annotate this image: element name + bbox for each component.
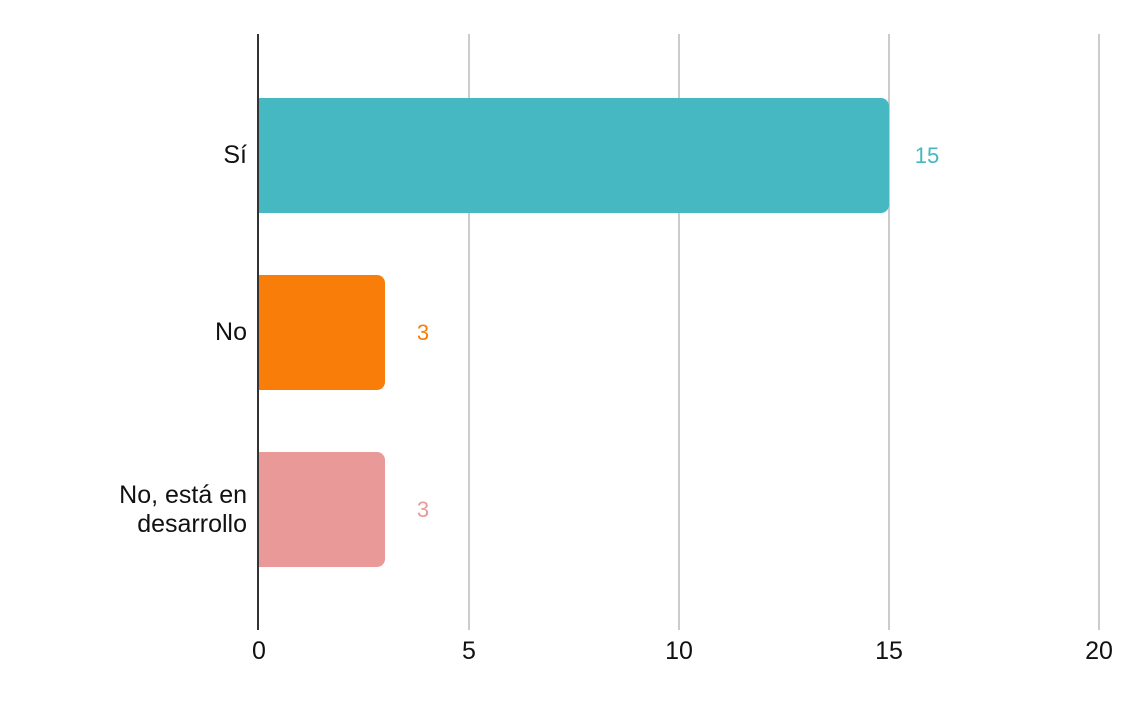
value-label: 15 <box>914 142 940 168</box>
x-axis-tick-label: 0 <box>252 637 266 665</box>
y-axis-baseline <box>257 34 259 630</box>
bar-1 <box>259 98 889 213</box>
value-label: 3 <box>416 319 430 345</box>
x-axis-tick-label: 20 <box>1085 637 1113 665</box>
x-axis-tick-label: 5 <box>462 637 476 665</box>
category-label: No, está en desarrollo <box>119 480 247 538</box>
gridline-x-5 <box>468 34 470 630</box>
gridline-x-15 <box>888 34 890 630</box>
x-axis-tick-label: 10 <box>665 637 693 665</box>
value-label: 3 <box>416 496 430 522</box>
x-axis-tick-label: 15 <box>875 637 903 665</box>
gridline-x-20 <box>1098 34 1100 630</box>
bar-2 <box>259 275 385 390</box>
bar-3 <box>259 452 385 567</box>
category-label: Sí <box>223 141 247 170</box>
category-label: No <box>215 318 247 347</box>
gridline-x-10 <box>678 34 680 630</box>
